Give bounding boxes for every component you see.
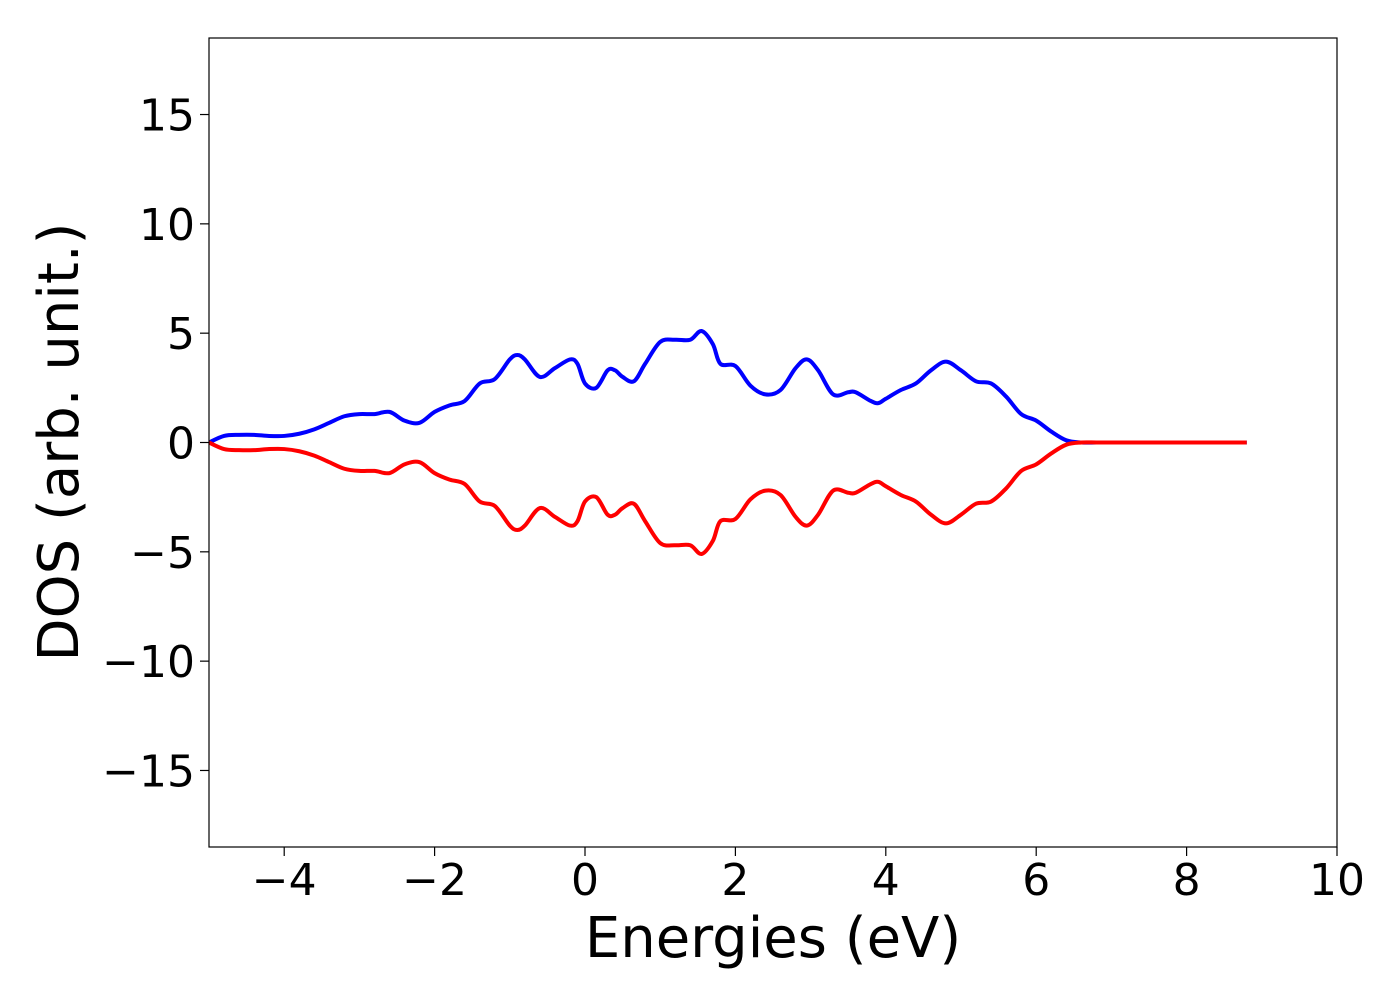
x-axis-title: Energies (eV)	[585, 906, 961, 971]
plot-area	[209, 328, 1247, 557]
x-tick-label: 2	[721, 855, 749, 906]
x-tick-label: 6	[1022, 855, 1050, 906]
x-tick-label: −4	[252, 855, 317, 906]
y-tick-label: 5	[167, 309, 195, 360]
x-tick-label: 8	[1173, 855, 1201, 906]
y-axis: 15 10 5 0 −5 −10 −15	[102, 91, 209, 797]
y-tick-label: 15	[139, 91, 195, 142]
y-tick-label: −5	[130, 528, 195, 579]
series-line-2	[209, 440, 1247, 557]
y-tick-label: 10	[139, 200, 195, 251]
y-tick-label: −10	[102, 637, 195, 688]
y-tick-label: −15	[102, 746, 195, 797]
x-tick-label: 10	[1309, 855, 1365, 906]
y-tick-label: 0	[167, 419, 195, 470]
y-axis-title: DOS (arb. unit.)	[27, 222, 92, 661]
x-tick-label: −2	[402, 855, 467, 906]
x-tick-label: 0	[571, 855, 599, 906]
x-axis: −4 −2 0 2 4 6 8 10	[252, 847, 1365, 906]
series-line-1	[209, 328, 1247, 445]
x-tick-label: 4	[872, 855, 900, 906]
